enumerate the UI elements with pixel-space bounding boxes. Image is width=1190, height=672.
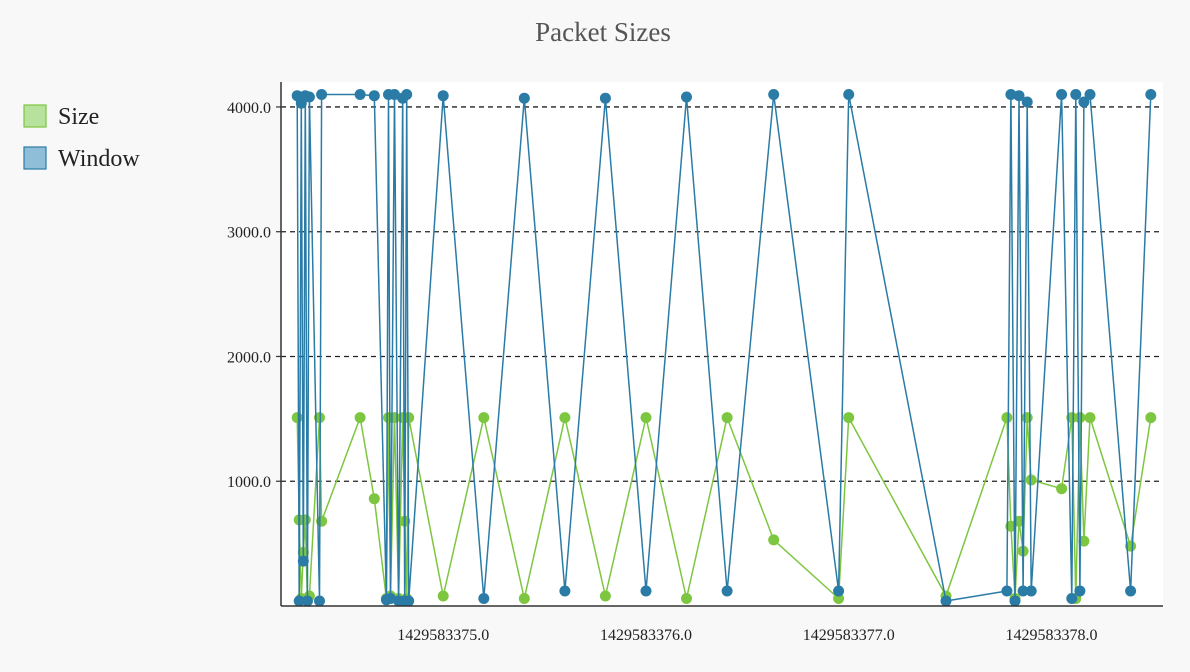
data-point-window-45	[1125, 585, 1137, 597]
data-point-window-8	[316, 89, 328, 100]
legend-swatch-window	[23, 146, 47, 170]
data-point-window-41	[1070, 89, 1082, 100]
data-point-window-31	[940, 595, 952, 607]
data-point-size-8	[316, 515, 328, 527]
legend-label-size: Size	[58, 104, 99, 130]
data-point-window-26	[681, 91, 692, 103]
data-point-window-5	[301, 595, 313, 607]
series-window	[291, 89, 1157, 607]
data-point-size-37	[1021, 412, 1033, 424]
data-point-window-10	[368, 90, 380, 102]
x-tick-label-2: 1429583377.0	[803, 627, 895, 644]
data-point-window-46	[1145, 89, 1157, 100]
data-point-size-30	[843, 412, 855, 424]
data-point-window-28	[768, 89, 780, 100]
data-point-window-39	[1056, 89, 1068, 100]
data-point-size-27	[721, 412, 733, 424]
data-point-window-43	[1078, 96, 1090, 108]
data-point-size-4	[299, 514, 311, 526]
data-point-size-25	[640, 412, 652, 424]
data-point-size-0	[291, 412, 303, 424]
data-point-size-44	[1084, 412, 1096, 424]
data-point-window-38	[1025, 585, 1037, 597]
data-point-window-6	[303, 91, 315, 103]
legend-label-window: Window	[58, 146, 140, 172]
data-point-window-42	[1074, 585, 1086, 597]
data-point-window-3	[297, 555, 309, 567]
data-point-window-27	[721, 585, 733, 597]
data-point-size-46	[1145, 412, 1157, 424]
data-point-size-28	[768, 534, 780, 546]
data-point-size-20	[437, 590, 449, 602]
data-point-size-23	[559, 412, 571, 424]
y-tick-label-1: 2000.0	[227, 349, 271, 366]
data-point-size-24	[599, 590, 611, 602]
data-point-window-37	[1021, 96, 1033, 108]
data-point-window-36	[1017, 585, 1029, 597]
data-point-size-7	[314, 412, 325, 424]
x-tick-label-0: 1429583375.0	[397, 627, 489, 644]
data-point-window-7	[314, 595, 325, 607]
y-tick-label-3: 4000.0	[227, 100, 271, 117]
legend-swatch-size	[23, 104, 47, 128]
data-point-window-18	[401, 89, 413, 100]
legend: Size Window	[23, 104, 140, 172]
data-point-window-44	[1084, 89, 1096, 100]
data-point-size-21	[478, 412, 490, 424]
data-point-window-9	[354, 89, 366, 100]
data-point-window-34	[1009, 595, 1021, 607]
data-point-window-30	[843, 89, 855, 100]
data-point-size-26	[681, 593, 692, 604]
data-point-window-23	[559, 585, 571, 597]
data-point-window-25	[640, 585, 652, 597]
data-point-size-40	[1066, 412, 1078, 424]
data-point-size-43	[1078, 535, 1090, 547]
series-layer	[291, 89, 1157, 607]
data-point-size-32	[1001, 412, 1013, 424]
x-tick-label-3: 1429583378.0	[1005, 627, 1097, 644]
y-tick-label-0: 1000.0	[227, 474, 271, 491]
y-tick-label-2: 3000.0	[227, 225, 271, 242]
data-point-size-9	[354, 412, 366, 424]
data-point-window-32	[1001, 585, 1013, 597]
x-axis-ticks: 1429583375.0 1429583376.0 1429583377.0 1429…	[397, 627, 1097, 644]
data-point-window-24	[599, 92, 611, 104]
data-point-size-22	[518, 593, 530, 604]
data-point-window-22	[518, 92, 530, 104]
data-point-window-35	[1013, 90, 1025, 102]
x-tick-label-1: 1429583376.0	[600, 627, 692, 644]
data-point-window-19	[403, 595, 415, 607]
data-point-window-20	[437, 90, 449, 102]
data-point-window-21	[478, 593, 490, 604]
grid-lines	[281, 106, 1163, 482]
data-point-size-42	[1074, 412, 1086, 424]
data-point-window-29	[833, 585, 845, 597]
data-point-size-10	[368, 493, 380, 505]
chart-title: Packet Sizes	[535, 17, 671, 47]
y-axis-ticks: 1000.0 2000.0 3000.0 4000.0	[227, 100, 281, 491]
data-point-size-38	[1025, 474, 1037, 486]
data-point-size-39	[1056, 483, 1068, 495]
data-point-window-40	[1066, 593, 1078, 604]
data-point-window-33	[1005, 89, 1017, 100]
data-point-window-14	[389, 89, 400, 100]
data-point-window-1	[293, 595, 305, 607]
